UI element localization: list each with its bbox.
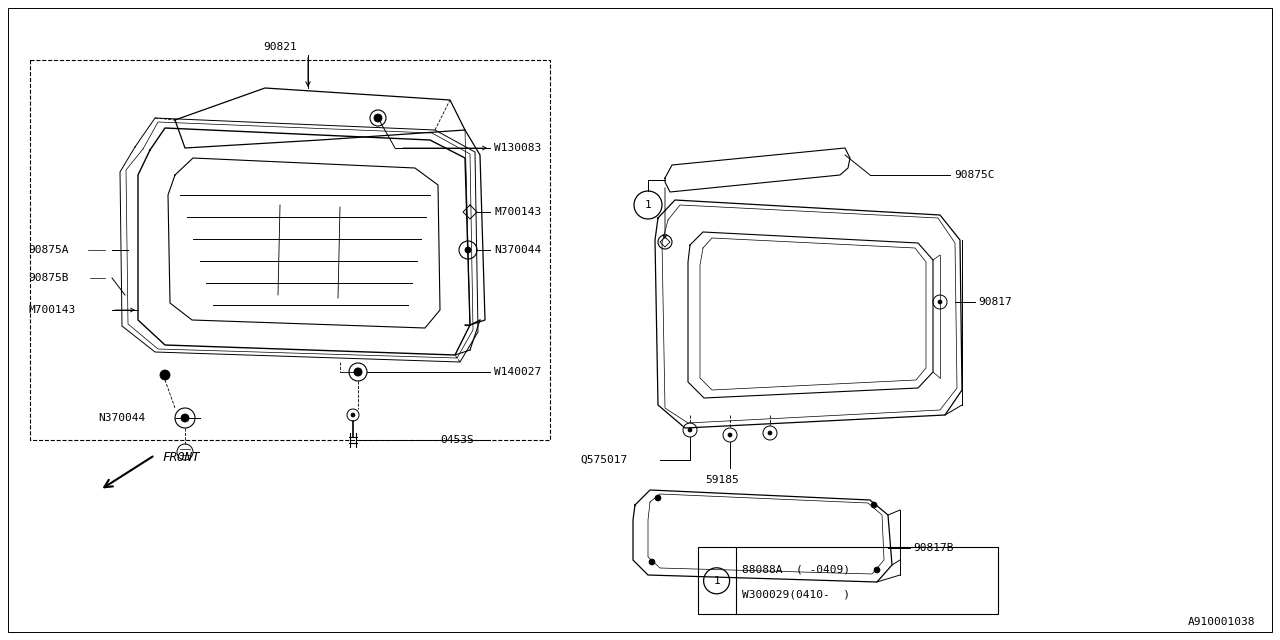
- Text: N370044: N370044: [97, 413, 145, 423]
- Circle shape: [874, 567, 881, 573]
- Circle shape: [374, 114, 381, 122]
- Text: 90817: 90817: [978, 297, 1011, 307]
- Circle shape: [728, 433, 732, 437]
- Circle shape: [689, 428, 692, 432]
- Text: FRONT: FRONT: [163, 451, 200, 463]
- Text: A910001038: A910001038: [1188, 617, 1254, 627]
- Text: N370044: N370044: [494, 245, 541, 255]
- Text: 1: 1: [713, 576, 719, 586]
- Circle shape: [465, 247, 471, 253]
- Text: 90875B: 90875B: [28, 273, 69, 283]
- Text: 90875A: 90875A: [28, 245, 69, 255]
- Circle shape: [351, 413, 355, 417]
- Bar: [29, 60, 550, 440]
- Text: 59185: 59185: [705, 475, 739, 485]
- Text: 88088A  ( -0409): 88088A ( -0409): [741, 564, 850, 574]
- Text: W300029(0410-  ): W300029(0410- ): [741, 589, 850, 599]
- Text: W140027: W140027: [494, 367, 541, 377]
- Text: W130083: W130083: [494, 143, 541, 153]
- Bar: [698, 547, 998, 614]
- Text: 1: 1: [645, 200, 652, 210]
- Text: M700143: M700143: [28, 305, 76, 315]
- Circle shape: [655, 495, 660, 501]
- Text: 90875C: 90875C: [954, 170, 995, 180]
- Text: 0453S: 0453S: [440, 435, 474, 445]
- Circle shape: [355, 368, 362, 376]
- Circle shape: [180, 414, 189, 422]
- Circle shape: [768, 431, 772, 435]
- Circle shape: [870, 502, 877, 508]
- Text: M700143: M700143: [494, 207, 541, 217]
- Circle shape: [160, 370, 170, 380]
- Text: 90821: 90821: [264, 42, 297, 52]
- Text: 90817B: 90817B: [913, 543, 954, 553]
- Text: Q575017: Q575017: [580, 455, 627, 465]
- Circle shape: [649, 559, 655, 565]
- Circle shape: [938, 300, 942, 304]
